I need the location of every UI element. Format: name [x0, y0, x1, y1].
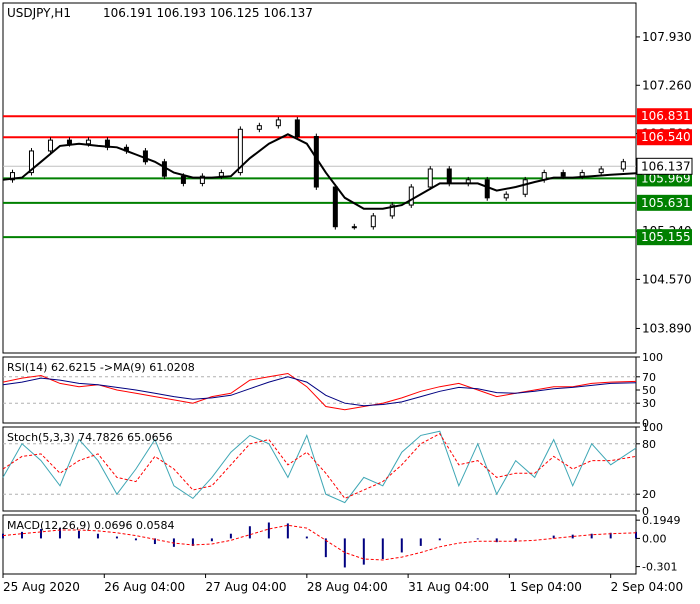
candle-body — [66, 139, 72, 145]
candle-body — [370, 215, 376, 228]
candle-body — [503, 193, 509, 199]
stoch-signal-line — [2, 433, 637, 500]
oscillator-tick-label: 0.00 — [642, 532, 667, 545]
candle-body — [522, 179, 528, 195]
candle-body — [85, 139, 91, 145]
time-tick-label: 1 Sep 04:00 — [509, 580, 581, 594]
support-level-label: 105.969 — [641, 171, 691, 185]
price-panel[interactable]: USDJPY,H1 106.191 106.193 106.125 106.13… — [2, 2, 693, 354]
candle-body — [237, 128, 243, 174]
candle-body — [28, 150, 34, 174]
candle-body — [180, 175, 186, 184]
candle-body — [484, 179, 490, 199]
oscillator-tick-label: 100 — [642, 421, 663, 434]
candle-body — [351, 226, 357, 229]
time-tick-label: 28 Aug 04:00 — [307, 580, 388, 594]
moving-average-line — [2, 133, 637, 210]
rsi-panel[interactable]: RSI(14) 62.6215 ->MA(9) 61.0208 100 70503… — [2, 351, 663, 430]
resistance-level-badge — [637, 108, 692, 125]
time-tick-label: 2 Sep 04:00 — [611, 580, 683, 594]
price-tick-label: 107.930 — [642, 30, 692, 44]
price-tick-label: 104.570 — [642, 272, 692, 286]
candle-body — [560, 172, 566, 177]
candle-body — [446, 168, 452, 184]
oscillator-tick-label: 70 — [642, 371, 656, 384]
rsi-label: RSI(14) 62.6215 ->MA(9) 61.0208 — [7, 361, 195, 374]
resistance-level-badge — [637, 129, 692, 146]
price-tick-label: 103.890 — [642, 321, 692, 335]
candle-body — [620, 161, 626, 170]
resistance-level-label: 106.831 — [641, 109, 691, 123]
oscillator-tick-label: 20 — [642, 488, 656, 501]
candle-body — [579, 172, 585, 177]
candle-body — [199, 175, 205, 184]
oscillator-tick-label: 0.1949 — [642, 514, 681, 527]
rsi-ma-line — [2, 376, 637, 407]
macd-panel[interactable]: MACD(12,26,9) 0.0696 0.0584 0.1949 0.00 -0… — [2, 514, 681, 575]
symbol-label: USDJPY,H1 — [7, 6, 71, 20]
candle-body — [427, 168, 433, 188]
candle-body — [218, 172, 224, 177]
price-tick-label: 107.260 — [642, 78, 692, 92]
macd-panel-frame — [2, 514, 637, 575]
time-tick-label: 25 Aug 2020 — [3, 580, 80, 594]
candle-body — [389, 204, 395, 217]
candle-body — [332, 186, 338, 228]
support-level-label: 105.631 — [641, 196, 691, 210]
stoch-panel[interactable]: Stoch(5,3,3) 74.7826 65.0656 100 80 20 0 — [2, 421, 663, 518]
rsi-line — [2, 372, 637, 411]
candle-body — [275, 119, 281, 127]
macd-signal-line — [2, 524, 637, 561]
support-level-label: 105.155 — [641, 230, 691, 244]
oscillator-tick-label: 80 — [642, 438, 656, 451]
time-tick-label: 31 Aug 04:00 — [408, 580, 489, 594]
candle-body — [47, 139, 53, 152]
oscillator-tick-label: 100 — [642, 351, 663, 364]
candle-body — [9, 172, 15, 181]
oscillator-tick-label: 30 — [642, 397, 656, 410]
ohlc-label: 106.191 106.193 106.125 106.137 — [103, 6, 313, 20]
candle-body — [256, 125, 262, 130]
stoch-main-line — [2, 430, 637, 504]
oscillator-tick-label: 50 — [642, 384, 656, 397]
stoch-label: Stoch(5,3,3) 74.7826 65.0656 — [7, 431, 173, 444]
time-tick-label: 26 Aug 04:00 — [104, 580, 185, 594]
candle-body — [408, 186, 414, 206]
oscillator-tick-label: -0.301 — [642, 561, 677, 574]
time-axis: 25 Aug 2020 26 Aug 04:00 27 Aug 04:00 28 Au… — [2, 574, 683, 594]
macd-label: MACD(12,26,9) 0.0696 0.0584 — [7, 519, 175, 532]
candle-body — [598, 168, 604, 174]
oscillator-tick-label: 0 — [642, 505, 649, 518]
resistance-level-label: 106.540 — [641, 130, 691, 144]
support-level-badge — [637, 229, 692, 246]
oscillator-tick-label: 0 — [642, 417, 649, 430]
support-level-badge — [637, 194, 692, 211]
current-price-badge — [636, 157, 693, 175]
current-price-label: 106.137 — [641, 159, 691, 173]
candle-body — [294, 119, 300, 138]
candle-body — [142, 150, 148, 163]
time-tick-label: 27 Aug 04:00 — [206, 580, 287, 594]
